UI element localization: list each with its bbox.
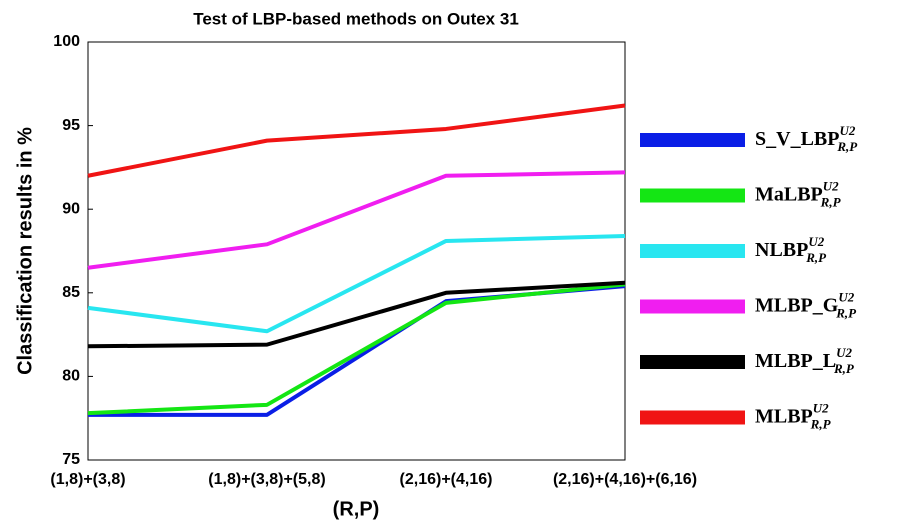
series-line (87, 233, 626, 334)
legend-subscript: R,P (835, 305, 857, 320)
legend-label: NLBPU2 R,P (755, 234, 827, 265)
legend-name: MLBP (755, 405, 813, 427)
series-line (87, 280, 626, 349)
legend-label: MaLBPU2 R,P (755, 178, 842, 209)
plot-frame (87, 41, 626, 461)
legend-swatch (640, 299, 745, 314)
y-axis-label: Classification results in % (14, 127, 36, 375)
series-line (87, 103, 626, 178)
legend-superscript: U2 (813, 400, 829, 415)
y-tick-label: 95 (62, 117, 80, 134)
y-tick-label: 100 (53, 33, 80, 50)
legend-name: MLBP_G (755, 294, 839, 316)
legend-superscript: U2 (808, 234, 824, 249)
legend-swatch (640, 188, 745, 203)
x-tick-label: (2,16)+(4,16) (400, 471, 493, 488)
y-tick-label: 75 (62, 451, 80, 468)
legend-superscript: U2 (838, 289, 854, 304)
legend-subscript: R,P (833, 361, 855, 376)
legend-name: MLBP_L (755, 350, 836, 372)
legend-swatch (640, 133, 745, 147)
x-tick-label: (1,8)+(3,8) (50, 471, 125, 488)
legend-subscript: R,P (805, 250, 827, 265)
legend-label: S_V_LBPU2 R,P (755, 123, 858, 154)
legend-name: MaLBP (755, 183, 823, 205)
legend-label: MLBP_GU2 R,P (755, 289, 857, 320)
legend-swatch (640, 410, 745, 425)
legend-subscript: R,P (810, 416, 832, 431)
legend-name: S_V_LBP (755, 128, 839, 150)
chart-title: Test of LBP-based methods on Outex 31 (193, 9, 519, 28)
y-tick-label: 80 (62, 368, 80, 385)
series-line (87, 282, 626, 416)
series-line (88, 284, 626, 417)
legend-swatch (640, 244, 745, 258)
legend-label: MLBP_LU2 R,P (755, 345, 855, 376)
series-line (87, 170, 626, 270)
legend-superscript: U2 (839, 123, 855, 138)
legend-superscript: U2 (823, 178, 839, 193)
y-tick-label: 85 (62, 284, 80, 301)
legend-label: MLBPU2 R,P (755, 400, 832, 431)
legend-superscript: U2 (836, 345, 852, 360)
y-tick-label: 90 (62, 200, 80, 217)
x-tick-label: (2,16)+(4,16)+(6,16) (553, 471, 697, 488)
x-tick-label: (1,8)+(3,8)+(5,8) (208, 471, 325, 488)
x-axis-label: (R,P) (333, 498, 380, 520)
legend-swatch (640, 355, 745, 369)
legend-subscript: R,P (820, 194, 842, 209)
legend-subscript: R,P (836, 139, 858, 154)
legend-name: NLBP (755, 239, 808, 261)
